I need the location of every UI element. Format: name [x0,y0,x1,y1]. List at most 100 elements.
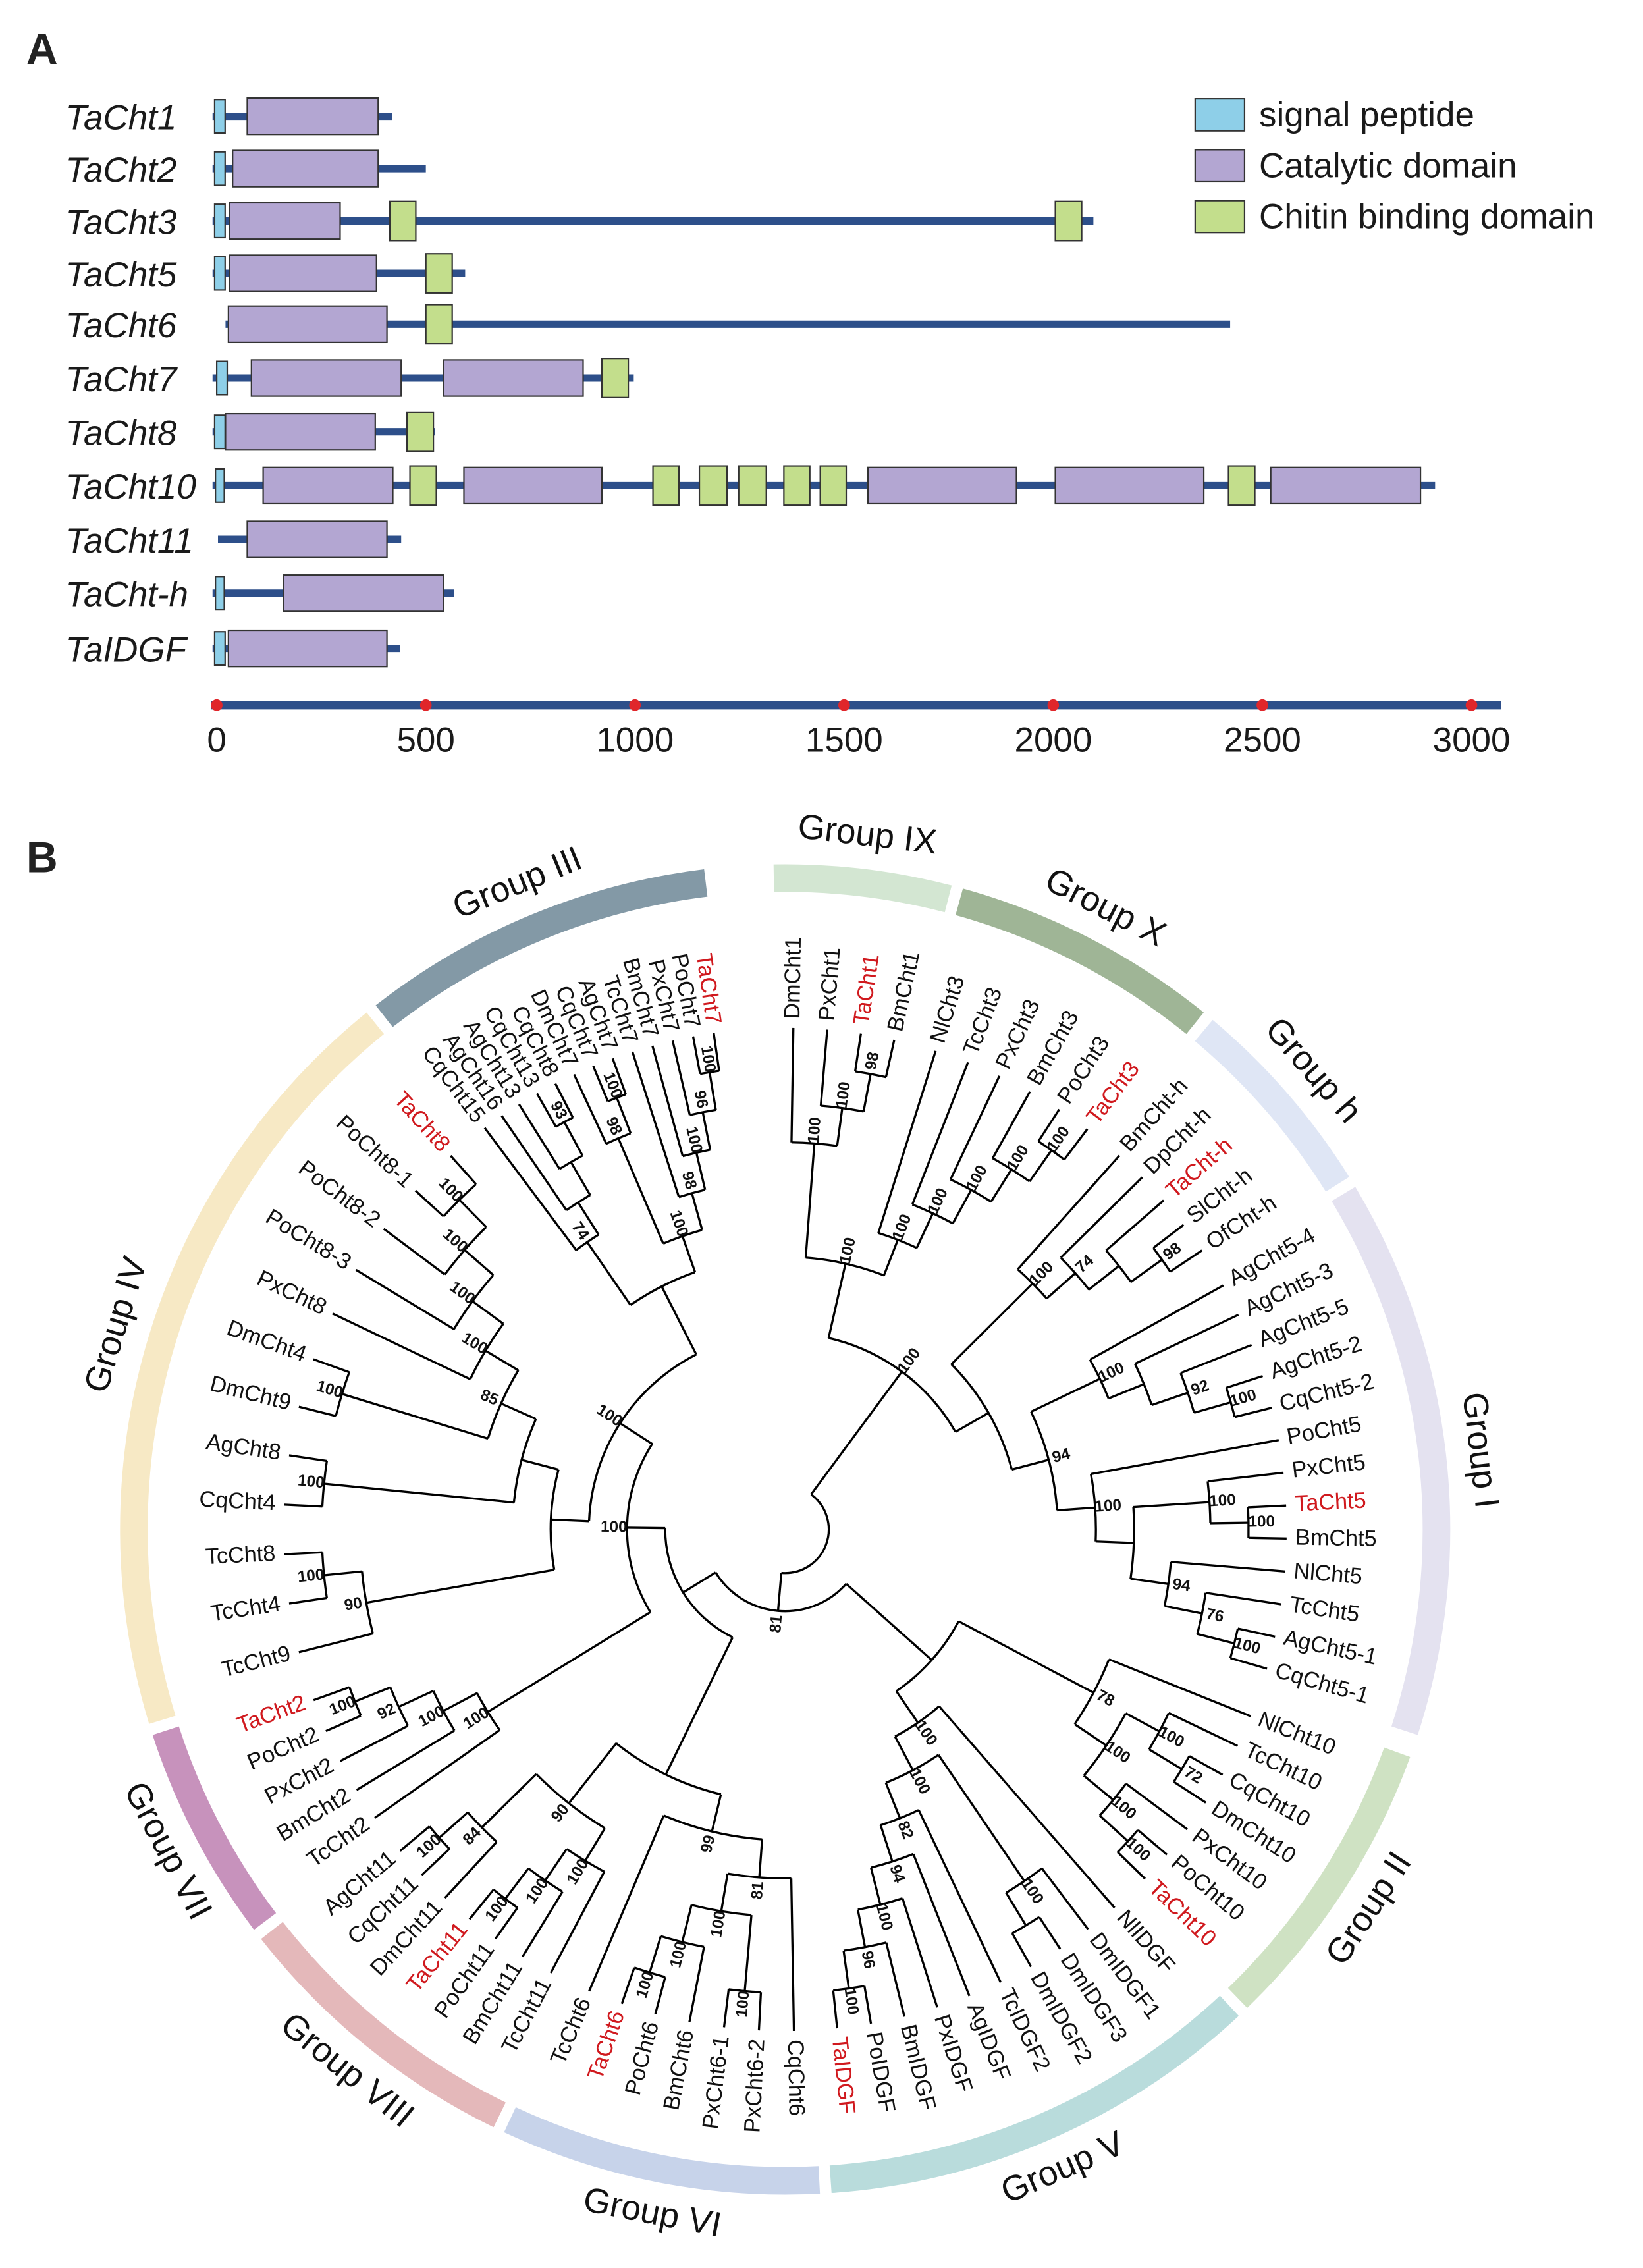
catalytic-domain [283,574,444,612]
phylogenetic-tree: DmCht1 PxCht1 TaCht1BmCht198100100NlCht3Tc… [199,936,1380,2134]
branch [990,1168,1013,1202]
branch [1037,1108,1060,1143]
branch-arc [587,1353,697,1521]
leaf-label: AgCht8 [205,1429,283,1465]
bootstrap-value: 100 [873,1902,896,1932]
branch-arc [885,1754,940,1784]
catalytic-domain [232,149,379,188]
bootstrap-value: 100 [522,1875,552,1907]
branch-arc [452,1274,495,1330]
branch [691,1036,701,1075]
axis-tick-dot [1465,699,1478,711]
branch [1248,1504,1287,1509]
leaf-label: PoIDGF [861,2030,900,2114]
bootstrap-value: 100 [805,1116,824,1144]
bootstrap-value: 100 [707,1909,729,1938]
axis-tick-label: 2000 [1014,720,1092,759]
chitin-binding-domain [652,465,680,506]
branch-arc [566,1194,591,1211]
bootstrap-value: 100 [601,1518,628,1536]
branch [1137,1829,1168,1856]
bootstrap-value: 100 [633,1970,658,2001]
branch [1005,1892,1027,1926]
branch-arc [664,1528,734,1638]
leaf-label: PxCht8 [253,1266,331,1320]
protein-row: TaCht6 [66,304,1231,345]
bootstrap-value: 100 [911,1717,940,1749]
branch-arc [361,1571,374,1634]
signal-peptide [213,99,226,134]
branch [414,1189,444,1218]
branch [1088,1264,1120,1291]
chitin-binding-domain [406,411,435,452]
branch [917,1809,1002,1983]
branch [1125,1783,1188,1831]
bootstrap-value: 100 [841,1987,862,2016]
branch [323,1482,514,1504]
branch-arc [615,1742,722,1796]
branch [563,1121,584,1156]
branch [487,1611,651,1714]
legend-swatch-signal [1194,98,1246,132]
bootstrap-value: 100 [1248,1513,1275,1531]
group-arc [120,1012,385,1724]
bootstrap-value: 100 [1228,1386,1258,1410]
protein-name: TaCht6 [66,306,177,345]
leaf-label: PoCht5 [1285,1411,1363,1449]
branch [1083,1775,1114,1801]
branch [399,1825,431,1852]
branch [832,1990,838,2029]
branch [568,1742,618,1804]
branch [521,1459,559,1471]
branch-arc [663,1814,763,1841]
leaf-label: TcCht9 [219,1641,294,1683]
branch [1057,1506,1096,1512]
branch [313,1686,350,1702]
bootstrap-value: 94 [886,1862,908,1885]
bootstrap-value: 100 [836,1235,859,1265]
signal-peptide [213,631,226,666]
branch [776,1573,783,1611]
branch [1098,1814,1129,1843]
chitin-binding-domain [738,465,767,506]
branch [504,1868,529,1900]
group-arc [956,888,1204,1035]
branch [284,1551,323,1555]
panel-a: A TaCht1TaCht2TaCht3TaCht5TaCht6TaCht7Ta… [26,25,1595,759]
chitin-binding-domain [1227,465,1256,506]
axis-tick-label: 2500 [1224,720,1301,759]
branch-arc [555,1116,574,1128]
catalytic-domain [229,202,341,240]
branch [1152,1224,1185,1249]
signal-peptide [215,468,225,503]
branch [620,1967,635,2005]
bootstrap-value: 76 [1204,1605,1226,1626]
panel-a-letter: A [26,25,58,74]
branch [1089,1284,1224,1361]
protein-name: TaCht3 [66,203,177,242]
bootstrap-value: 100 [416,1702,447,1731]
branch [950,1282,1034,1365]
protein-name: TaCht11 [66,522,194,560]
protein-row: TaCht5 [66,253,466,294]
group-arc [1195,1019,1349,1192]
branch-arc [1173,1755,1191,1783]
branch [1151,1391,1189,1407]
branch [570,1161,591,1196]
group-label: Group VI [580,2180,724,2244]
branch [1168,1712,1239,1747]
bootstrap-value: 100 [1155,1723,1187,1751]
branch [1193,1401,1231,1414]
axis-tick-label: 0 [207,720,226,759]
axis-tick-dot [838,699,850,711]
branch [298,1632,373,1654]
branch [1234,1407,1272,1418]
group-arc [1332,1187,1451,1735]
branch [450,1154,477,1185]
bootstrap-value: 100 [297,1472,325,1492]
protein-row: TaCht-h [66,574,454,614]
length-axis: 0 500 1000 1500 2000 2500 3000 [207,699,1510,759]
branch [937,1754,1025,1882]
bootstrap-value: 78 [1093,1686,1117,1710]
group-arc [773,864,952,913]
